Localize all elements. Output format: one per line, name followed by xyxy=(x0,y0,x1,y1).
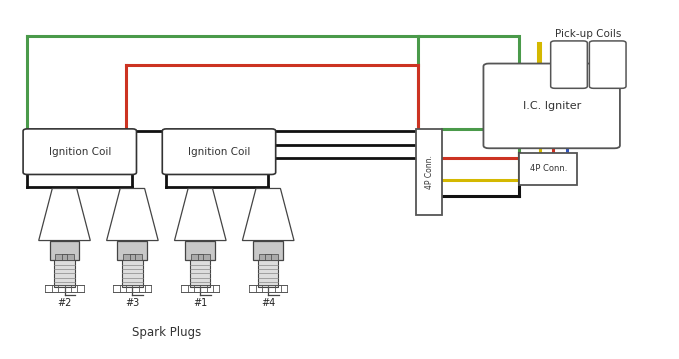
Bar xyxy=(50,241,79,260)
Text: Ignition Coil: Ignition Coil xyxy=(188,147,250,157)
Polygon shape xyxy=(242,188,294,241)
FancyBboxPatch shape xyxy=(483,64,620,148)
Text: I.C. Igniter: I.C. Igniter xyxy=(523,101,581,111)
Bar xyxy=(54,260,75,287)
Text: #4: #4 xyxy=(261,298,275,308)
Text: Pick-up Coils: Pick-up Coils xyxy=(555,29,621,39)
Text: 4P Conn.: 4P Conn. xyxy=(530,164,567,173)
Text: Ignition Coil: Ignition Coil xyxy=(49,147,111,157)
Text: #1: #1 xyxy=(194,298,207,308)
Bar xyxy=(185,241,215,260)
Text: #2: #2 xyxy=(57,298,72,308)
Bar xyxy=(258,260,278,287)
Bar xyxy=(253,241,283,260)
FancyBboxPatch shape xyxy=(589,41,626,88)
Polygon shape xyxy=(175,188,226,241)
Bar xyxy=(122,260,143,287)
Polygon shape xyxy=(39,188,90,241)
Bar xyxy=(117,241,147,260)
Bar xyxy=(190,260,210,287)
Bar xyxy=(259,254,278,260)
Bar xyxy=(130,254,135,260)
Text: 4P Conn.: 4P Conn. xyxy=(424,155,434,189)
Bar xyxy=(123,254,142,260)
Bar xyxy=(198,254,203,260)
Bar xyxy=(55,254,74,260)
Polygon shape xyxy=(107,188,158,241)
FancyBboxPatch shape xyxy=(162,129,276,174)
Bar xyxy=(62,254,67,260)
Bar xyxy=(519,153,577,185)
Bar xyxy=(191,254,210,260)
FancyBboxPatch shape xyxy=(23,129,136,174)
Bar xyxy=(416,129,442,215)
Text: Spark Plugs: Spark Plugs xyxy=(132,326,201,339)
Text: #3: #3 xyxy=(126,298,139,308)
FancyBboxPatch shape xyxy=(551,41,587,88)
Bar xyxy=(265,254,271,260)
